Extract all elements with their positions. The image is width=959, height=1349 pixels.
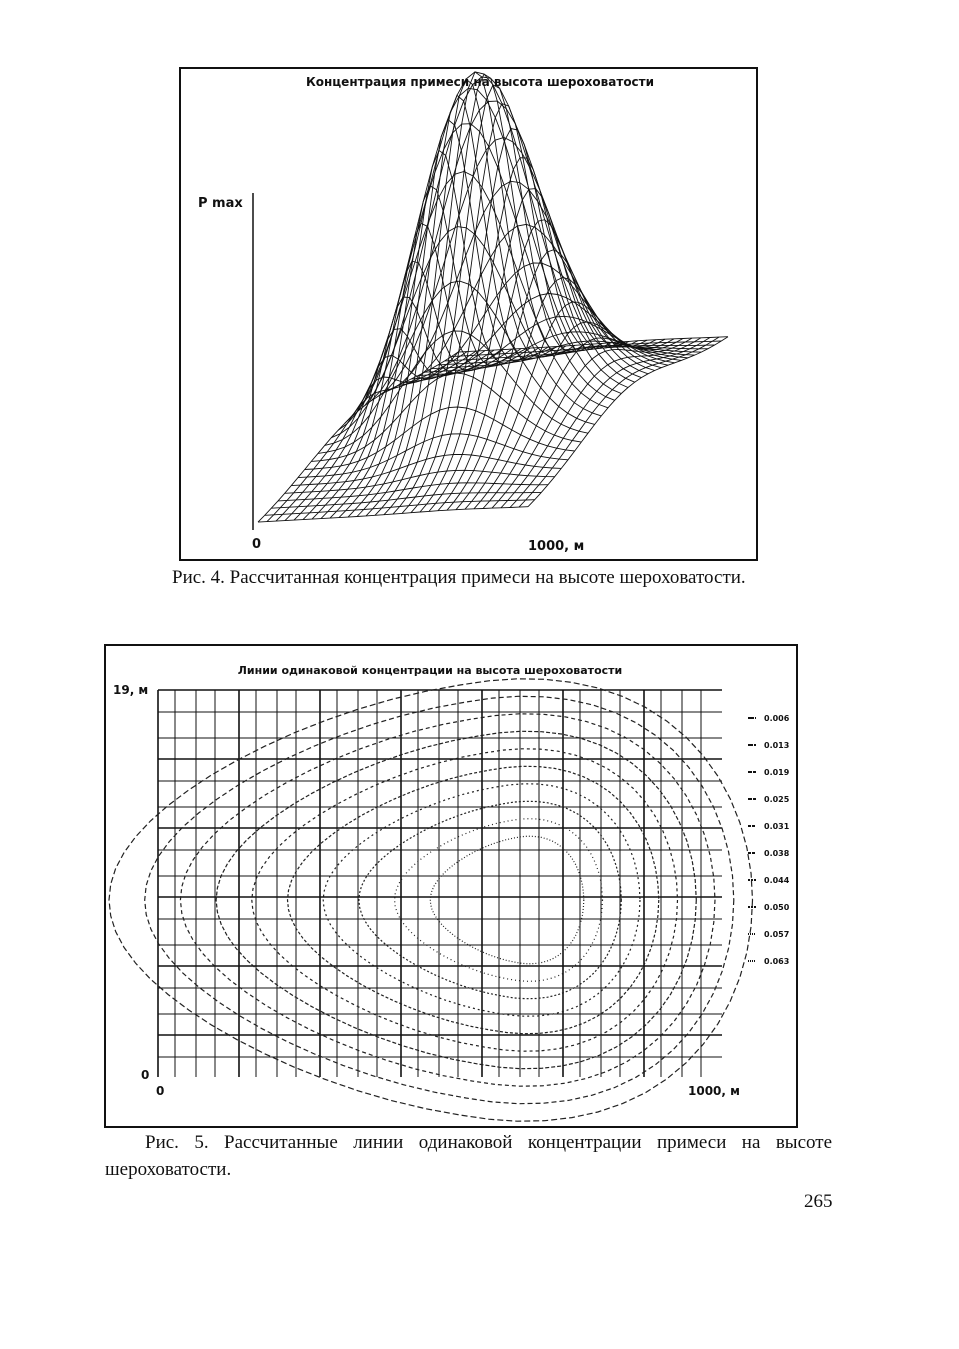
contour [429,835,585,965]
mesh-line [311,260,513,520]
mesh-line [451,340,722,358]
mesh-line [347,118,549,518]
x-axis-start: 0 [156,1084,164,1098]
mesh-line [491,337,693,509]
legend-label: 0.013 [764,741,789,750]
mesh-line [527,336,729,508]
legend-label: 0.019 [764,768,790,777]
mesh-line [365,78,567,517]
contour [251,748,679,1052]
y-axis-start: 0 [141,1068,149,1082]
contour [286,765,660,1035]
mesh-line [302,296,504,520]
mesh-line [518,336,720,508]
figure-2-caption: Рис. 5. Рассчитанные линии одинаковой ко… [105,1132,832,1180]
mesh-line [357,71,629,412]
legend-label: 0.044 [764,876,790,885]
mesh-line [377,137,649,397]
legend-label: 0.031 [764,822,790,831]
y-axis-top: 19, м [113,683,148,697]
legend-label: 0.063 [764,957,789,966]
mesh-line [317,330,589,454]
contour [215,730,697,1070]
contours [108,678,754,1122]
mesh-line [457,336,729,353]
legend-label: 0.025 [764,795,790,804]
legend-label: 0.038 [764,849,790,858]
contour [144,695,735,1105]
x-axis-end: 1000, м [688,1084,740,1098]
contour [393,818,604,982]
x-axis-end: 1000, м [528,539,584,554]
mesh-line [500,337,702,509]
x-axis-start: 0 [252,537,261,552]
legend-label: 0.057 [764,930,789,939]
mesh-line [338,149,540,518]
mesh-line [431,345,702,370]
mesh-line [297,433,569,479]
grid [157,689,722,1077]
figure-1-caption: Рис. 4. Рассчитанная концентрация примес… [172,567,746,588]
page-number: 265 [804,1191,833,1212]
legend-label: 0.050 [764,903,790,912]
mesh-line [444,344,715,362]
contour [179,713,716,1087]
mesh-line [437,346,709,366]
mesh-line [264,499,535,516]
figure-1-title: Концентрация примеси на высота шероховат… [306,75,654,89]
mesh-line [364,76,635,406]
figure-2-frame [104,644,798,1128]
legend: 0.006 0.013 0.019 0.025 0.031 0.038 0.044 0.050… [748,714,790,966]
figure-2-title: Линии одинаковой концентрации на высота … [238,664,622,677]
contour [358,800,622,1000]
mesh-line [257,506,529,523]
contour [322,783,641,1017]
mesh-line [344,123,615,424]
mesh-line [509,337,711,508]
surface-mesh [257,71,729,523]
contour [108,678,754,1122]
legend-label: 0.006 [764,714,790,723]
y-axis-label: P max [198,196,243,211]
figure-1-frame [179,67,758,561]
